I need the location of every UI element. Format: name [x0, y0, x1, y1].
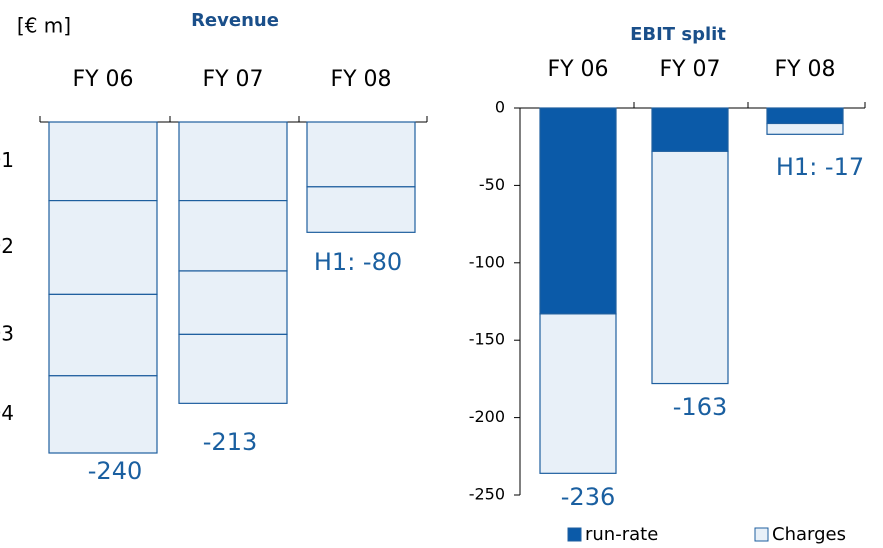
bar-segment — [651, 107, 729, 152]
bar-segment — [178, 333, 288, 404]
row-label: Q3 — [0, 322, 14, 346]
chart-title: EBIT split — [630, 24, 726, 45]
x-tick-label: FY 07 — [659, 57, 720, 82]
x-tick-label: FY 08 — [330, 67, 391, 92]
legend-swatch — [567, 527, 582, 542]
x-tick-label: FY 06 — [72, 67, 133, 92]
bar-segment — [178, 270, 288, 335]
bar-segment — [178, 200, 288, 272]
bar-segment — [48, 293, 158, 377]
bar-segment — [766, 122, 844, 135]
row-label: Q4 — [0, 401, 14, 425]
bar-segment — [48, 121, 158, 202]
legend-label: Charges — [772, 524, 846, 545]
bar-segment — [766, 107, 844, 125]
row-label: Q1 — [0, 148, 14, 172]
row-label: Q2 — [0, 234, 14, 258]
total-label: H1: -17 — [776, 153, 864, 181]
bar-segment — [48, 200, 158, 295]
bar-segment — [306, 121, 416, 188]
bar-segment — [539, 313, 617, 474]
total-label: -213 — [203, 428, 257, 456]
legend-label: run-rate — [585, 524, 658, 545]
total-label: H1: -80 — [314, 248, 402, 276]
y-tick-label: 0 — [495, 98, 505, 117]
bar-segment — [539, 107, 617, 315]
legend-swatch — [754, 527, 769, 542]
bar-segment — [48, 375, 158, 454]
y-tick-label: -200 — [469, 407, 505, 426]
bar-segment — [651, 150, 729, 385]
total-label: -240 — [88, 457, 142, 485]
y-tick-label: -250 — [469, 485, 505, 504]
x-tick-label: FY 07 — [202, 67, 263, 92]
x-tick-label: FY 06 — [547, 57, 608, 82]
bar-segment — [306, 186, 416, 233]
bar-segment — [178, 121, 288, 202]
chart-title: Revenue — [191, 10, 279, 31]
x-tick-label: FY 08 — [774, 57, 835, 82]
y-tick-label: -50 — [479, 175, 505, 194]
y-tick-label: -150 — [469, 330, 505, 349]
total-label: -236 — [561, 483, 615, 511]
y-tick-label: -100 — [469, 252, 505, 271]
unit-label: [€ m] — [17, 14, 71, 38]
total-label: -163 — [673, 393, 727, 421]
